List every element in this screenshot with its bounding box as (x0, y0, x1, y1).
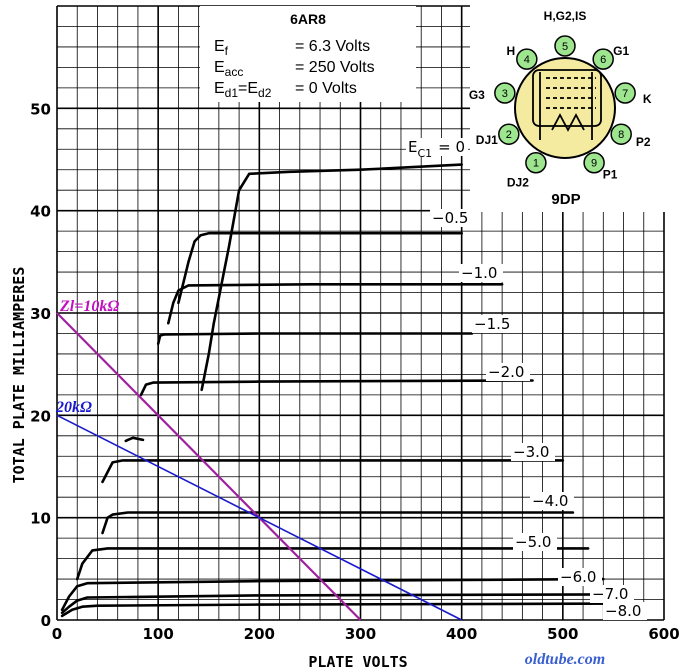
curve-label-bg (486, 363, 530, 381)
x-tick-label: 300 (345, 625, 376, 643)
curve-label: −8.0 (605, 602, 641, 620)
x-tick-label: 100 (143, 625, 174, 643)
plate-curve (200, 163, 463, 392)
y-tick-label: 40 (30, 203, 51, 221)
y-tick-label: 30 (30, 305, 51, 323)
curve-label-bg (513, 533, 557, 551)
pin-label: H,G2,IS (544, 9, 587, 23)
curve-label: −0.5 (432, 209, 468, 227)
curve-label-bg (511, 443, 555, 461)
tube-type: 6AR8 (290, 11, 326, 27)
x-tick-label: 400 (446, 625, 477, 643)
pin-label: P2 (636, 135, 651, 149)
x-axis-label: PLATE VOLTS (308, 653, 407, 671)
pin-label: H (506, 44, 515, 58)
pin-number: 1 (533, 158, 539, 170)
curve-label: −5.0 (515, 533, 551, 551)
condition-ef: Ef = 6.3 Volts (214, 38, 370, 58)
y-tick-label: 20 (30, 407, 51, 425)
plate-curve (139, 379, 534, 397)
curve-label-bg (459, 264, 503, 282)
base-label: 9DP (551, 191, 580, 208)
load-lines (56, 312, 463, 621)
curve-label: −1.5 (474, 315, 510, 333)
pin-circle (554, 35, 576, 57)
pin-number: 6 (600, 54, 606, 66)
x-tick-label: 0 (52, 625, 62, 643)
load-line (56, 312, 362, 621)
curve-label: −3.0 (513, 443, 549, 461)
load-line-10k-label: Zl=10kΩ (59, 298, 119, 315)
y-axis-label: TOTAL PLATE MILLIAMPERES (10, 267, 28, 484)
x-tick-label: 200 (244, 625, 275, 643)
curve-label-bg (430, 209, 474, 227)
curve-label-bg (603, 602, 647, 620)
curve-label: −6.0 (560, 568, 596, 586)
tick-labels: 0 100 200 300 400 500 600 0 10 20 30 40 50 (30, 100, 680, 643)
tube-info-box: 6AR8 Ef = 6.3 Volts Eacc = 250 Volts Ed1=E… (200, 6, 416, 102)
plate-curve (60, 577, 605, 612)
pin-circle (583, 151, 605, 174)
pin-circle (525, 151, 547, 174)
plate-curve (124, 436, 145, 443)
pin-circle (494, 82, 516, 104)
x-tick-label: 600 (648, 625, 679, 643)
pin-label: G1 (613, 44, 629, 58)
curve-labels: EC1 = 0 −0.5 −1.0 −1.5 −2.0 −3.0 −4.0 −5.0 −6.0−7… (406, 138, 647, 620)
curve-label-bg (530, 492, 574, 510)
electrode-schematic (532, 69, 602, 140)
curve-label: −7.0 (592, 585, 628, 603)
curve-label-bg (472, 315, 516, 333)
pin-number: 7 (622, 88, 628, 100)
pin-circle (610, 123, 632, 145)
load-line (56, 414, 463, 621)
plate-curve (60, 593, 620, 615)
plate-curve (177, 231, 463, 305)
pin-number: 9 (591, 158, 597, 170)
pin-number: 3 (502, 88, 508, 100)
watermark: oldtube.com (525, 651, 605, 668)
curve-label-bg (590, 585, 634, 603)
condition-ed: Ed1=Ed2 = 0 Volts (214, 80, 357, 100)
pin-circle (592, 48, 614, 70)
plate-curve (75, 547, 590, 581)
pin-number: 5 (562, 41, 568, 53)
pin-label: DJ2 (507, 176, 529, 190)
pin-circle (498, 123, 520, 145)
base-diagram: 1 DJ2 2 DJ1 3 G3 4H 5 H,G2,IS 6 G1 7 K 8 P2 9 P1 9DP (469, 2, 680, 212)
x-tick-label: 500 (547, 625, 578, 643)
pin-label: DJ1 (476, 133, 498, 147)
curve-label: −4.0 (532, 492, 568, 510)
y-tick-label: 10 (30, 510, 51, 528)
load-line-20k-label: 20kΩ (55, 399, 92, 416)
pin-circle (614, 82, 636, 104)
plate-curve (101, 459, 565, 484)
curve-label-bg (406, 138, 468, 156)
plate-curves (60, 163, 620, 618)
pin-label: G3 (469, 88, 485, 102)
curve-label-bg (558, 568, 602, 586)
pin-number: 2 (506, 129, 512, 141)
curve-label: −1.0 (461, 264, 497, 282)
curve-label: EC1 = 0 (408, 138, 465, 160)
condition-eacc: Eacc = 250 Volts (214, 59, 375, 79)
plate-curve (101, 511, 575, 535)
pin-label: K (643, 92, 652, 106)
curve-label: −2.0 (488, 363, 524, 381)
plate-curve (167, 283, 504, 325)
pin-number: 8 (618, 129, 624, 141)
y-tick-label: 50 (30, 100, 51, 118)
plate-curve (156, 332, 474, 345)
y-tick-label: 0 (41, 612, 51, 630)
pin-number: 4 (524, 54, 530, 66)
pin-label: P1 (603, 168, 618, 182)
plate-curve (60, 602, 620, 618)
pin-circle (516, 48, 538, 70)
